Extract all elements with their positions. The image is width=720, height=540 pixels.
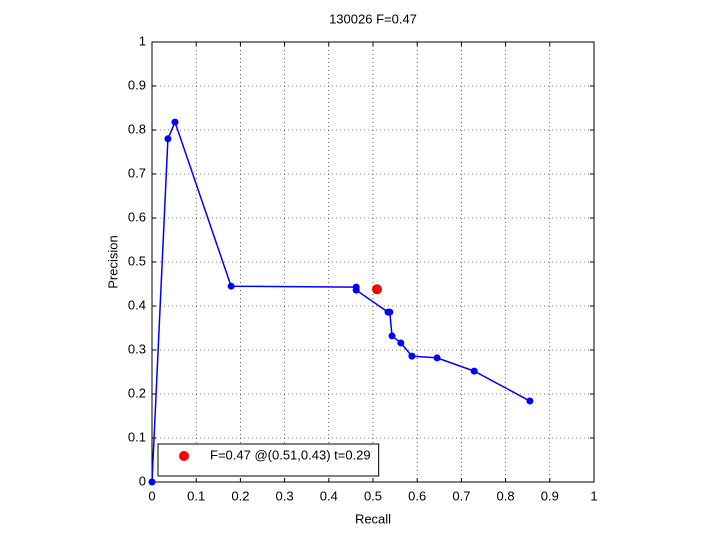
y-tick-label: 0 (139, 473, 146, 488)
legend-box (157, 443, 380, 477)
y-tick-label: 0.6 (128, 209, 146, 224)
y-axis-label: Precision (105, 235, 120, 288)
x-tick-label: 1 (590, 488, 597, 503)
data-point (386, 308, 394, 316)
x-tick-label: 0.5 (364, 488, 382, 503)
chart-title: 130026 F=0.47 (329, 11, 417, 26)
x-tick-label: 0.6 (408, 488, 426, 503)
data-point (352, 286, 360, 294)
y-tick-label: 1 (139, 33, 146, 48)
data-point (148, 478, 156, 486)
x-tick-label: 0.7 (452, 488, 470, 503)
data-point (408, 352, 416, 360)
data-point (227, 282, 235, 290)
x-tick-label: 0.4 (320, 488, 338, 503)
data-point (388, 332, 396, 340)
y-tick-label: 0.2 (128, 385, 146, 400)
x-tick-label: 0.3 (276, 488, 294, 503)
y-tick-label: 0.4 (128, 297, 146, 312)
legend: F=0.47 @(0.51,0.43) t=0.29 (157, 443, 380, 477)
y-tick-label: 0.7 (128, 165, 146, 180)
x-tick-label: 0.1 (187, 488, 205, 503)
legend-label: F=0.47 @(0.51,0.43) t=0.29 (210, 447, 371, 462)
y-tick-label: 0.3 (128, 341, 146, 356)
y-tick-label: 0.5 (128, 253, 146, 268)
x-tick-label: 0.9 (541, 488, 559, 503)
plot-frame (151, 41, 595, 483)
x-tick-label: 0 (148, 488, 155, 503)
x-tick-label: 0.8 (497, 488, 515, 503)
data-point (470, 367, 478, 375)
data-point (433, 354, 441, 362)
data-point (397, 339, 405, 347)
y-tick-label: 0.1 (128, 429, 146, 444)
x-axis-label: Recall (355, 511, 391, 526)
x-tick-label: 0.2 (231, 488, 249, 503)
legend-marker (179, 451, 189, 461)
y-tick-label: 0.9 (128, 77, 146, 92)
data-point (171, 118, 179, 126)
data-point (371, 284, 382, 295)
data-point (526, 397, 534, 405)
data-point (164, 135, 172, 143)
y-tick-label: 0.8 (128, 121, 146, 136)
